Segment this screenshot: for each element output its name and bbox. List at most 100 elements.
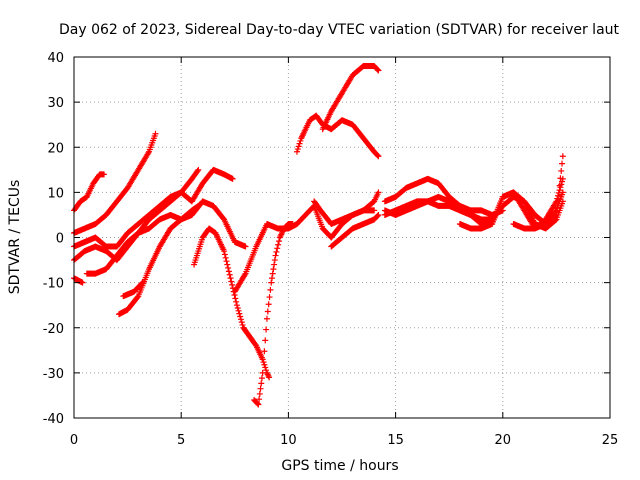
data-point bbox=[241, 271, 248, 278]
series-arc-11 bbox=[251, 220, 296, 408]
series-arc-5 bbox=[71, 166, 236, 264]
data-point bbox=[256, 390, 263, 397]
data-point bbox=[559, 160, 566, 167]
data-point bbox=[275, 241, 282, 248]
data-point bbox=[225, 268, 232, 275]
data-point bbox=[224, 261, 231, 268]
data-point bbox=[235, 307, 242, 314]
data-point bbox=[259, 356, 266, 363]
chart-title: Day 062 of 2023, Sidereal Day-to-day VTE… bbox=[59, 22, 620, 38]
data-point bbox=[557, 184, 564, 191]
data-point bbox=[152, 130, 159, 137]
data-point bbox=[262, 337, 269, 344]
data-point bbox=[79, 279, 86, 286]
data-point bbox=[270, 266, 277, 273]
data-point bbox=[236, 310, 243, 317]
data-point bbox=[239, 321, 246, 328]
data-point bbox=[261, 361, 268, 368]
data-point bbox=[222, 254, 229, 261]
data-point bbox=[552, 199, 559, 206]
data-point bbox=[237, 313, 244, 320]
data-point bbox=[229, 175, 236, 182]
data-point bbox=[258, 375, 265, 382]
grid bbox=[74, 57, 610, 418]
data-point bbox=[225, 264, 232, 271]
x-tick-label: 10 bbox=[280, 433, 297, 448]
x-axis-ticks: 0 5 10 15 20 25 bbox=[70, 57, 618, 448]
y-axis-ticks: -40 -30 -20 -10 0 10 20 30 40 bbox=[43, 51, 610, 427]
series-arc-3 bbox=[71, 130, 159, 236]
data-point bbox=[275, 238, 282, 245]
data-point bbox=[138, 280, 145, 287]
y-tick-label: -40 bbox=[43, 412, 64, 427]
data-point bbox=[195, 166, 202, 173]
data-point bbox=[272, 252, 279, 259]
data-point bbox=[267, 286, 274, 293]
data-point bbox=[194, 167, 201, 174]
data-point bbox=[229, 281, 236, 288]
x-tick-label: 15 bbox=[387, 433, 404, 448]
series-arc-16 bbox=[328, 211, 382, 250]
data-point bbox=[268, 279, 275, 286]
data-point bbox=[558, 167, 565, 174]
data-point bbox=[293, 148, 300, 155]
data-point bbox=[553, 211, 560, 218]
data-point bbox=[145, 150, 152, 157]
data-point bbox=[228, 278, 235, 285]
data-point bbox=[374, 212, 381, 219]
y-tick-label: 20 bbox=[47, 141, 64, 156]
data-point bbox=[226, 271, 233, 278]
data-point bbox=[232, 295, 239, 302]
data-point bbox=[375, 153, 382, 160]
data-point bbox=[296, 140, 303, 147]
data-point bbox=[265, 301, 272, 308]
data-point bbox=[237, 316, 244, 323]
data-point bbox=[255, 401, 262, 408]
data-point bbox=[273, 248, 280, 255]
data-point bbox=[195, 202, 202, 209]
data-point bbox=[258, 380, 265, 387]
x-tick-label: 5 bbox=[177, 433, 185, 448]
data-point bbox=[559, 178, 566, 185]
data-point bbox=[260, 359, 267, 366]
data-point bbox=[257, 385, 264, 392]
data-point bbox=[268, 275, 275, 282]
data-point bbox=[139, 279, 146, 286]
data-point bbox=[233, 302, 240, 309]
data-point bbox=[269, 270, 276, 277]
data-point bbox=[262, 364, 269, 371]
data-point bbox=[238, 319, 245, 326]
series-arc-13 bbox=[319, 63, 382, 133]
series-arc-9 bbox=[191, 225, 273, 381]
data-point bbox=[101, 171, 108, 178]
data-point bbox=[556, 187, 563, 194]
series-arc-2 bbox=[71, 275, 86, 286]
x-tick-label: 0 bbox=[70, 433, 78, 448]
data-point bbox=[559, 198, 566, 205]
data-point bbox=[552, 212, 559, 219]
data-point bbox=[375, 189, 382, 196]
x-axis-label: GPS time / hours bbox=[281, 458, 398, 474]
data-point bbox=[259, 369, 266, 376]
data-point bbox=[254, 400, 261, 407]
data-point bbox=[374, 152, 381, 159]
data-point bbox=[256, 396, 263, 403]
data-point bbox=[221, 248, 228, 255]
y-tick-label: 0 bbox=[56, 232, 64, 247]
series-arc-8 bbox=[120, 279, 146, 300]
series-arc-6 bbox=[83, 198, 249, 277]
data-points bbox=[71, 63, 566, 408]
y-tick-label: 40 bbox=[47, 51, 64, 66]
data-point bbox=[234, 305, 241, 312]
data-point bbox=[294, 146, 301, 153]
y-tick-label: 30 bbox=[47, 96, 64, 111]
data-point bbox=[558, 181, 565, 188]
data-point bbox=[227, 275, 234, 282]
data-point bbox=[223, 258, 230, 265]
data-point bbox=[233, 298, 240, 305]
data-point bbox=[559, 175, 566, 182]
data-point bbox=[261, 348, 268, 355]
y-axis-label: SDTVAR / TECUs bbox=[7, 180, 23, 295]
series-arc-12 bbox=[293, 112, 382, 160]
data-point bbox=[221, 251, 228, 258]
